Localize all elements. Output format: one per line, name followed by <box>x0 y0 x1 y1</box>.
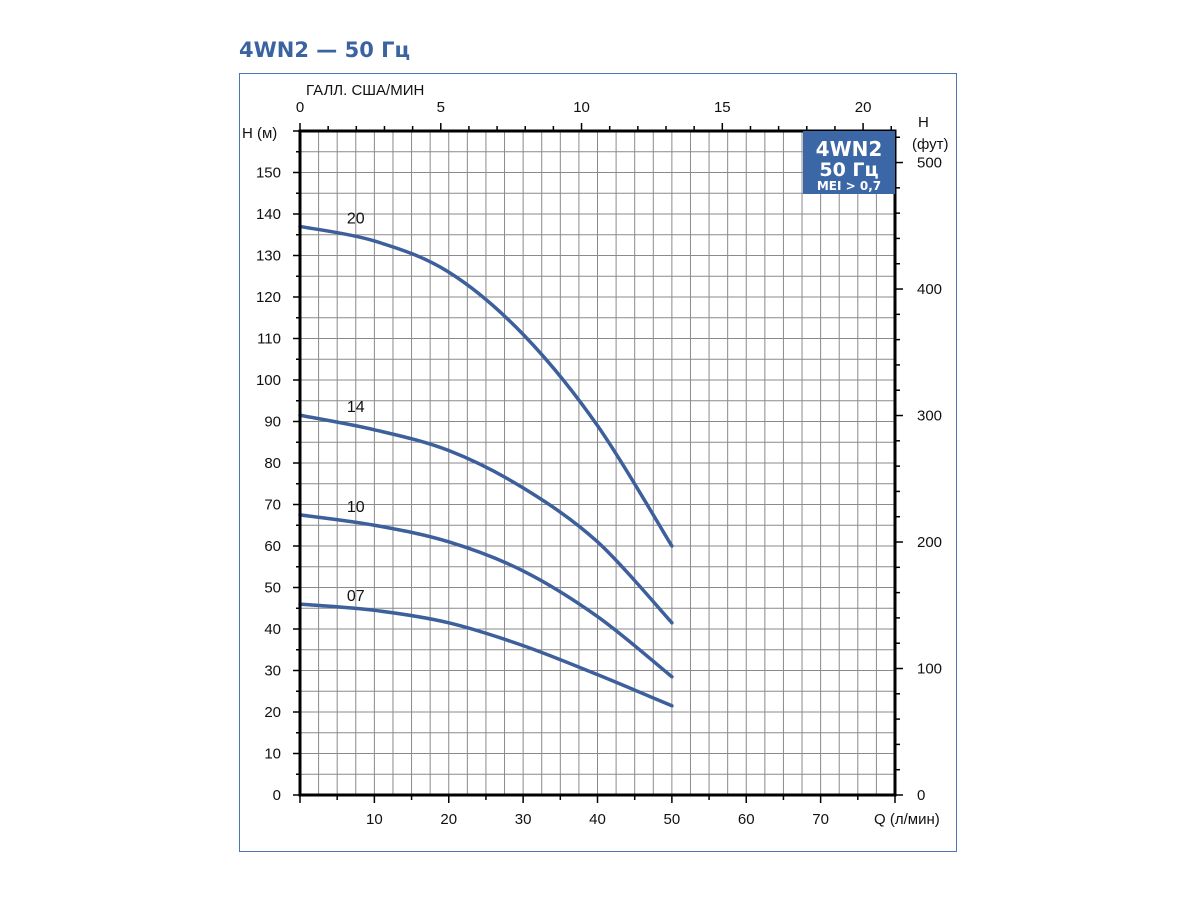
y-tick-label: 90 <box>264 414 281 431</box>
grid <box>300 131 895 795</box>
y-tick-label: 100 <box>256 372 281 389</box>
model-badge: 4WN2 50 Гц MEI > 0,7 <box>803 131 895 194</box>
x-tick-label: 30 <box>515 811 532 828</box>
x-axis-title: Q (л/мин) <box>874 811 940 828</box>
y-tick-label: 80 <box>264 455 281 472</box>
badge-frequency: 50 Гц <box>819 159 878 181</box>
x2-tick-label: 10 <box>573 99 590 116</box>
badge-model: 4WN2 <box>816 137 883 161</box>
x2-axis-title: ГАЛЛ. США/МИН <box>306 82 424 99</box>
x2-tick-label: 20 <box>855 99 872 116</box>
curve-14 <box>298 413 674 625</box>
curve-10 <box>298 513 674 679</box>
y2-tick-label: 500 <box>917 155 942 172</box>
x-tick-label: 40 <box>589 811 606 828</box>
curve-label-20: 20 <box>347 210 365 227</box>
curve-20 <box>298 224 674 548</box>
x-tick-label: 20 <box>440 811 457 828</box>
badge-mei: MEI > 0,7 <box>817 179 881 193</box>
x-tick-label: 70 <box>812 811 829 828</box>
x2-tick-label: 15 <box>714 99 731 116</box>
curves <box>298 224 674 708</box>
y2-tick-label: 300 <box>917 408 942 425</box>
x2-tick-label: 5 <box>437 99 445 116</box>
y-axis-title: H (м) <box>242 125 277 142</box>
y-tick-label: 70 <box>264 497 281 514</box>
x-tick-label: 60 <box>738 811 755 828</box>
y-tick-label: 130 <box>256 248 281 265</box>
y2-tick-label: 100 <box>917 661 942 678</box>
y-tick-label: 140 <box>256 206 281 223</box>
plot-border <box>298 129 897 797</box>
x2-tick-label: 0 <box>296 99 304 116</box>
curve-label-07: 07 <box>347 588 365 605</box>
y2-tick-label: 200 <box>917 534 942 551</box>
y-tick-label: 150 <box>256 165 281 182</box>
page-title: 4WN2 — 50 Гц <box>239 38 411 62</box>
y-tick-label: 40 <box>264 621 281 638</box>
y2-axis-title-line2: (фут) <box>912 136 949 153</box>
curve-07 <box>298 602 674 708</box>
x-tick-label: 50 <box>664 811 681 828</box>
curve-label-14: 14 <box>347 399 365 416</box>
y2-axis-title-line1: H <box>918 114 929 131</box>
labels: 10 20 30 40 50 60 70 Q (л/мин)01020304050607080… <box>242 82 949 828</box>
y2-tick-label: 0 <box>917 787 925 804</box>
y-tick-label: 20 <box>264 704 281 721</box>
badge-background <box>803 131 895 194</box>
chart-frame <box>239 73 957 852</box>
y-tick-label: 120 <box>256 289 281 306</box>
y-tick-label: 10 <box>264 746 281 763</box>
y-tick-label: 0 <box>273 787 281 804</box>
x-tick-label: 10 <box>366 811 383 828</box>
y2-tick-label: 400 <box>917 281 942 298</box>
y-tick-label: 50 <box>264 580 281 597</box>
y-tick-label: 30 <box>264 663 281 680</box>
y-tick-label: 110 <box>257 331 281 348</box>
y-tick-label: 60 <box>264 538 281 555</box>
curve-label-10: 10 <box>347 499 365 516</box>
